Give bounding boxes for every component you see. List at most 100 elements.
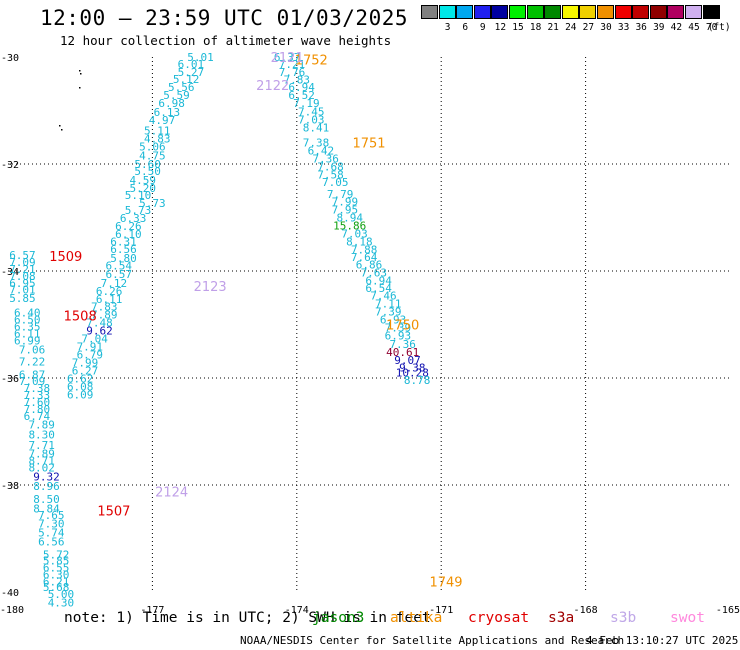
swh-value: 6.26: [96, 285, 123, 298]
swh-value: 7.04: [81, 332, 108, 345]
pass-time-label: 1507: [97, 505, 130, 520]
swh-value: 8.71: [28, 454, 55, 467]
coastline-dot: [59, 125, 61, 127]
colorbar-label: 15: [512, 22, 524, 33]
swh-value: 5.85: [9, 292, 36, 305]
swh-observations: 6.577.097.217.086.957.015.856.406.506.35…: [9, 51, 430, 610]
swh-value: 7.09: [19, 375, 46, 388]
colorbar-swatch: [614, 5, 632, 19]
colorbar-label: 3: [444, 22, 451, 33]
swh-value: 5.20: [130, 182, 157, 195]
swh-value: 7.79: [327, 188, 354, 201]
swh-value: 7.11: [375, 298, 402, 311]
swh-value: 6.57: [9, 249, 36, 262]
swh-value: 7.95: [332, 203, 359, 216]
swh-value: 6.57: [105, 268, 132, 281]
lon-tick-label: -165: [716, 605, 740, 616]
swh-value: 6.13: [154, 106, 181, 119]
swh-value: 6.93: [385, 330, 412, 343]
swh-value: 7.19: [293, 97, 320, 110]
colorbar-swatch: [579, 5, 597, 19]
colorbar-swatch: [702, 5, 720, 19]
swh-value: 6.40: [14, 307, 41, 320]
legend-item-altika: altika: [390, 610, 443, 626]
swh-value: 7.30: [38, 518, 65, 531]
swh-value: 7.63: [361, 267, 388, 280]
colorbar-label: 12: [494, 22, 507, 33]
swh-value: 6.95: [9, 277, 36, 290]
colorbar-swatch: [438, 5, 456, 19]
swh-value: 8.84: [33, 503, 60, 516]
swh-value: 9.32: [33, 470, 60, 483]
swh-value: 7.89: [28, 447, 55, 460]
pass-time-label: 1751: [352, 137, 385, 152]
swh-value: 8.78: [404, 374, 431, 387]
colorbar-label: 24: [565, 22, 577, 33]
swh-value: 8.94: [336, 212, 363, 225]
swh-value: 5.50: [134, 165, 161, 178]
graticule: [8, 57, 730, 592]
swh-value: 7.03: [298, 114, 325, 127]
colorbar-swatch: [597, 5, 614, 19]
colorbar-label: 30: [600, 22, 612, 33]
swh-value: 7.12: [101, 277, 128, 290]
swh-value: 4.59: [130, 174, 157, 187]
swh-value: 5.73: [139, 197, 166, 210]
pass-time-label: 1749: [429, 575, 462, 590]
coastline-dot: [79, 70, 81, 72]
swh-value: 5.60: [134, 158, 161, 171]
swh-value: 6.33: [120, 212, 147, 225]
pass-time-label: 1508: [64, 309, 97, 324]
swh-value: 7.45: [298, 106, 325, 119]
lat-tick-label: -40: [1, 588, 19, 599]
swh-value: 6.74: [24, 410, 51, 423]
lat-tick-label: -30: [1, 53, 19, 64]
colorbar-label: 45: [688, 22, 700, 33]
legend-item-s3b: s3b: [610, 610, 637, 626]
swh-value: 10.28: [396, 367, 429, 380]
swh-value: 7.76: [279, 66, 306, 79]
pass-time-label: 1509: [49, 250, 82, 265]
swh-value: 6.99: [14, 335, 41, 348]
swh-value: 5.11: [144, 124, 171, 137]
swh-value: 7.36: [389, 338, 416, 351]
swh-value: 6.52: [288, 89, 315, 102]
swh-value: 9.07: [394, 354, 421, 367]
swh-value: 7.05: [322, 176, 349, 189]
swh-value: 5.10: [125, 189, 152, 202]
swh-value: 7.48: [86, 316, 113, 329]
colorbar-swatch: [456, 5, 474, 19]
swh-value: 7.60: [24, 396, 51, 409]
colorbar-swatch: [685, 5, 702, 19]
swh-value: 5.85: [43, 554, 70, 567]
swh-value: 6.27: [72, 365, 99, 378]
swh-value: 6.37: [274, 51, 301, 64]
lon-tick-label: -171: [429, 605, 453, 616]
colorbar-swatch: [526, 5, 544, 19]
colorbar-swatch: [667, 5, 685, 19]
credit-line: NOAA/NESDIS Center for Satellite Applica…: [240, 634, 625, 647]
swh-value: 7.58: [317, 169, 344, 182]
lat-tick-label: -32: [1, 160, 19, 171]
swh-value: 5.73: [125, 204, 152, 217]
swh-value: 5.59: [163, 89, 190, 102]
swh-value: 7.91: [77, 340, 104, 353]
swh-value: 7.01: [9, 284, 36, 297]
swh-value: 8.02: [28, 461, 55, 474]
swh-value: 6.26: [115, 220, 142, 233]
swh-value: 6.01: [178, 58, 205, 71]
colorbar-label: 9: [479, 22, 486, 33]
swh-value: 6.35: [14, 321, 41, 334]
swh-value: 6.94: [288, 81, 315, 94]
swh-value: 7.33: [24, 389, 51, 402]
swh-value: 6.50: [14, 314, 41, 327]
swh-value: 40.61: [386, 346, 419, 359]
swh-value: 4.83: [144, 132, 171, 145]
swh-value: 8.96: [33, 480, 60, 493]
swh-value: 6.55: [43, 561, 70, 574]
swh-value: 6.87: [19, 368, 46, 381]
footnote: note: 1) Time is in UTC; 2) SWH is in fe…: [64, 610, 431, 626]
pass-time-label: 1750: [386, 319, 419, 334]
swh-value: 6.10: [115, 228, 142, 241]
swh-value: 5.72: [43, 549, 70, 562]
